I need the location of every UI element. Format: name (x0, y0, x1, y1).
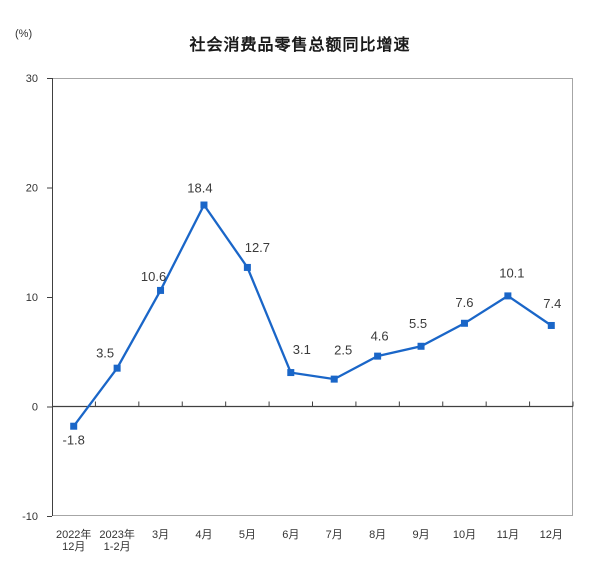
series-line (72, 202, 552, 427)
y-tick-label: -10 (22, 511, 38, 523)
chart-title: 社会消费品零售总额同比增速 (189, 37, 411, 54)
x-axis-label: 7月 (326, 529, 343, 541)
x-axis-label: 2023年 1-2月 (99, 527, 134, 553)
data-point-label: 7.4 (543, 296, 561, 311)
data-point-marker (374, 352, 382, 360)
x-axis-label: 6月 (282, 529, 299, 541)
data-point-marker (417, 342, 425, 350)
data-point-label: 3.1 (293, 342, 311, 357)
y-tick-label: 30 (26, 73, 38, 85)
data-point-label: 10.6 (141, 269, 166, 284)
x-axis-label: 11月 (497, 529, 519, 541)
data-point-marker (330, 375, 338, 383)
data-point-marker (243, 263, 251, 271)
data-point-marker (113, 364, 121, 372)
x-axis-label: 12月 (540, 529, 563, 541)
plot-border (52, 78, 573, 516)
x-axis-label: 2022年 12月 (56, 527, 91, 553)
y-axis-unit-label: (%) (15, 28, 33, 40)
x-axis-label: 3月 (152, 529, 169, 541)
data-point-label: -1.8 (63, 433, 85, 448)
x-axis-label: 10月 (453, 529, 476, 541)
data-point-label: 5.5 (409, 316, 427, 331)
data-point-marker (547, 321, 555, 329)
y-tick-label: 10 (26, 292, 38, 304)
data-point-label: 4.6 (371, 329, 389, 344)
data-point-marker (70, 422, 78, 430)
data-point-label: 12.7 (245, 240, 270, 255)
x-axis-label: 4月 (195, 529, 212, 541)
data-point-label: 7.6 (455, 295, 473, 310)
y-tick-label: 0 (32, 402, 38, 414)
x-axis-label: 9月 (412, 529, 429, 541)
data-point-label: 3.5 (96, 346, 114, 361)
data-point-label: 18.4 (187, 181, 212, 196)
data-point-marker (504, 292, 512, 300)
x-axis-label: 5月 (239, 529, 256, 541)
data-point-label: 10.1 (499, 265, 524, 280)
data-point-marker (287, 369, 295, 377)
data-point-marker (157, 286, 165, 294)
x-axis-label: 8月 (369, 529, 386, 541)
y-tick-label: 20 (26, 183, 38, 195)
data-point-label: 2.5 (334, 343, 352, 358)
data-point-marker (200, 201, 208, 209)
data-point-marker (460, 319, 468, 327)
